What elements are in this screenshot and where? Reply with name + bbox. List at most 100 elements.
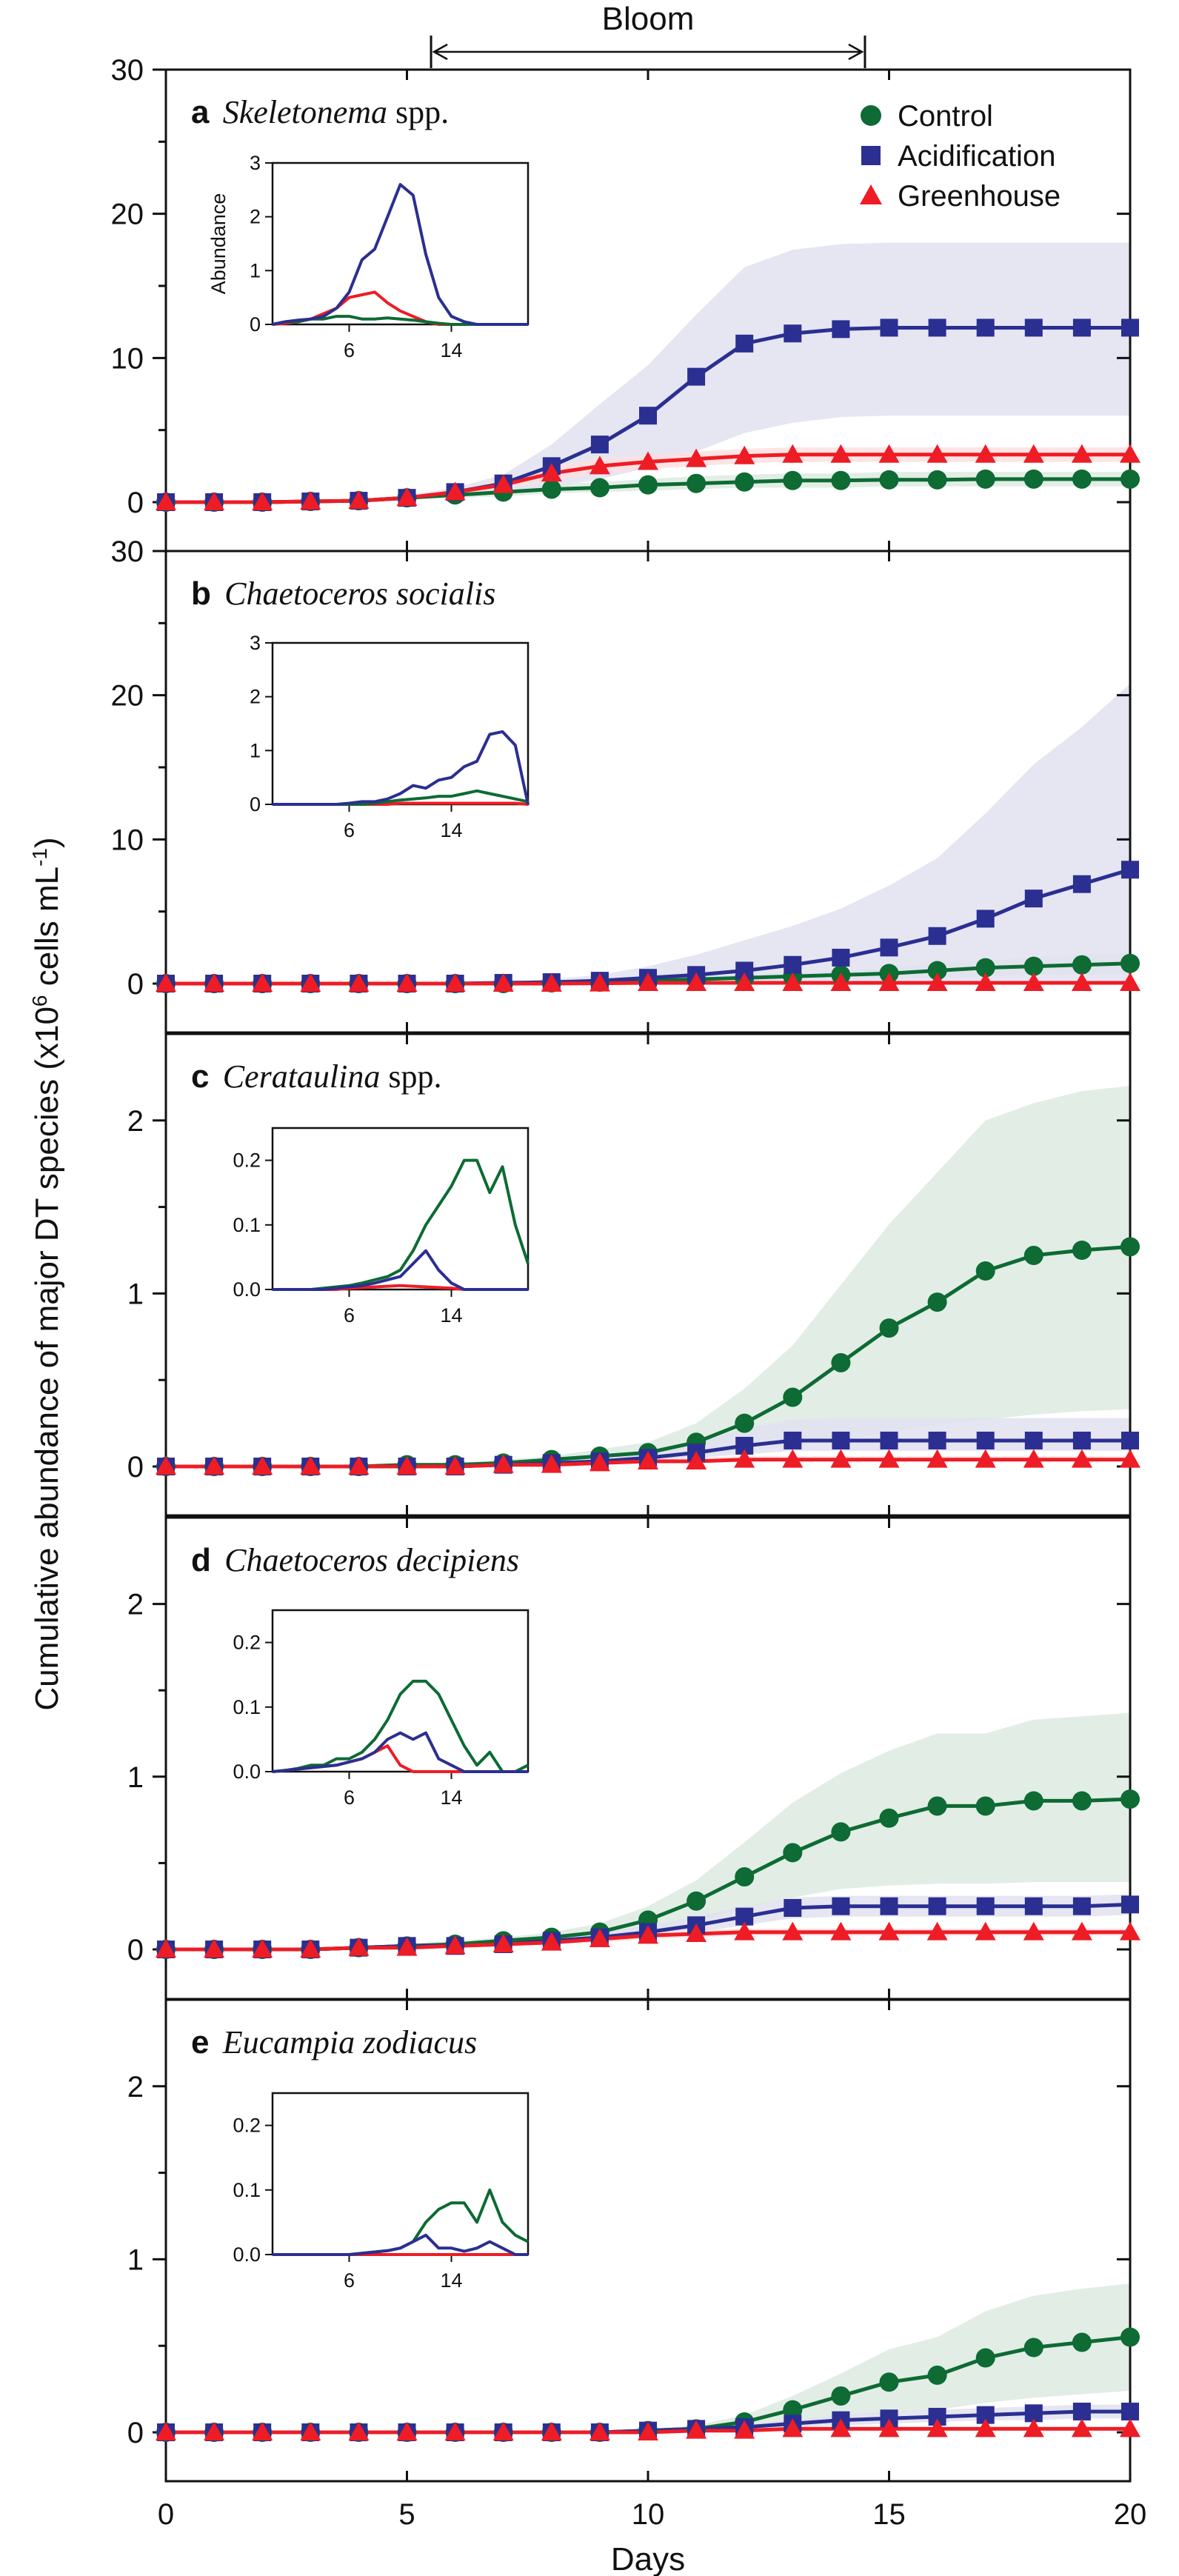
point-greenhouse-b bbox=[638, 972, 658, 992]
point-greenhouse-d bbox=[830, 1921, 852, 1941]
point-greenhouse-b bbox=[1071, 972, 1092, 992]
point-control-d bbox=[735, 1867, 755, 1887]
panel-a: 0 10 20 30 a Skeletonema spp. 0 1 2 3 6 14 Abundanc… bbox=[111, 54, 1140, 553]
point-control-c bbox=[975, 1261, 995, 1281]
inset-y-tick-label-b: 2 bbox=[250, 686, 261, 708]
point-greenhouse-a bbox=[541, 463, 562, 482]
point-greenhouse-e bbox=[444, 2422, 466, 2440]
point-acidification-b bbox=[1072, 875, 1091, 893]
inset-y-tick-label-c: 0.2 bbox=[233, 1149, 261, 1172]
point-greenhouse-e bbox=[686, 2420, 707, 2439]
point-greenhouse-d bbox=[300, 1939, 321, 1958]
point-acidification-a bbox=[784, 324, 802, 343]
y-tick-label-b: 10 bbox=[111, 824, 144, 856]
point-control-e bbox=[1120, 2327, 1140, 2347]
point-greenhouse-d bbox=[252, 1939, 273, 1958]
panel-title-d: d Chaetoceros decipiens bbox=[191, 1542, 519, 1578]
point-greenhouse-a bbox=[1120, 444, 1140, 463]
point-greenhouse-e bbox=[396, 2422, 418, 2440]
point-acidification-d bbox=[1072, 1897, 1091, 1915]
band-control-e bbox=[166, 2283, 1130, 2432]
point-control-b bbox=[927, 961, 947, 981]
y-tick-label-b: 20 bbox=[111, 680, 144, 713]
point-greenhouse-a bbox=[686, 448, 707, 467]
point-control-c bbox=[927, 1292, 947, 1312]
point-greenhouse-c bbox=[975, 1449, 996, 1468]
point-greenhouse-c bbox=[926, 1449, 948, 1468]
point-greenhouse-e bbox=[541, 2422, 562, 2440]
panel-species-a: Skeletonema bbox=[223, 94, 387, 130]
point-greenhouse-b bbox=[492, 973, 514, 992]
panel-b: 0 10 20 30 b Chaetoceros socialis 0 1 2 3 6 14 bbox=[111, 535, 1140, 1034]
point-greenhouse-a bbox=[975, 444, 996, 463]
point-greenhouse-b bbox=[878, 972, 900, 992]
point-greenhouse-d bbox=[734, 1921, 755, 1941]
point-greenhouse-b bbox=[926, 972, 948, 992]
legend-label-acidification: Acidification bbox=[898, 140, 1055, 173]
legend-label-greenhouse: Greenhouse bbox=[898, 180, 1061, 213]
point-acidification-e bbox=[1072, 2402, 1091, 2420]
inset-frame-a bbox=[271, 161, 530, 326]
point-control-c bbox=[1072, 1241, 1092, 1260]
point-control-c bbox=[879, 1318, 899, 1338]
inset-a: 0 1 2 3 6 14 Abundance bbox=[207, 152, 530, 361]
inset-line-control-d bbox=[272, 1679, 529, 1773]
point-greenhouse-a bbox=[204, 492, 225, 510]
panel-letter-d: d bbox=[191, 1542, 220, 1578]
point-greenhouse-b bbox=[156, 973, 176, 992]
point-acidification-b bbox=[880, 938, 898, 957]
point-acidification-d bbox=[880, 1897, 898, 1915]
point-greenhouse-e bbox=[300, 2422, 321, 2440]
band-acidification-b bbox=[166, 684, 1130, 984]
point-greenhouse-b bbox=[734, 972, 755, 992]
y-tick-label-d: 1 bbox=[127, 1761, 144, 1794]
y-axis-title-end: ) bbox=[29, 837, 65, 848]
y-tick-label-d: 0 bbox=[127, 1934, 144, 1966]
point-control-c bbox=[1120, 1237, 1140, 1257]
point-control-c bbox=[831, 1352, 851, 1372]
point-greenhouse-a bbox=[1071, 444, 1092, 463]
y-axis-title-main: Cumulative abundance of major DT species… bbox=[29, 1007, 65, 1711]
panel-letter-b: b bbox=[191, 575, 220, 612]
x-tick-label: 5 bbox=[398, 2498, 415, 2531]
point-greenhouse-d bbox=[589, 1929, 610, 1948]
point-greenhouse-a bbox=[444, 481, 466, 501]
point-greenhouse-c bbox=[204, 1456, 225, 1475]
point-greenhouse-e bbox=[492, 2422, 514, 2440]
point-acidification-c bbox=[832, 1431, 850, 1449]
legend: Control Acidification Greenhouse bbox=[860, 100, 1061, 213]
point-greenhouse-d bbox=[1023, 1921, 1044, 1941]
point-greenhouse-e bbox=[156, 2422, 176, 2440]
point-greenhouse-a bbox=[926, 444, 948, 463]
point-greenhouse-a bbox=[348, 490, 370, 510]
legend-marker-control bbox=[861, 105, 881, 126]
inset-y-tick-label-a: 1 bbox=[250, 259, 261, 281]
x-axis-title: Days bbox=[611, 2541, 685, 2576]
axis-titles: Days Cumulative abundance of major DT sp… bbox=[28, 837, 686, 2576]
point-greenhouse-e bbox=[1071, 2418, 1092, 2437]
point-greenhouse-a bbox=[156, 492, 176, 510]
point-greenhouse-b bbox=[444, 973, 466, 992]
point-greenhouse-d bbox=[638, 1925, 658, 1944]
point-greenhouse-b bbox=[348, 973, 370, 992]
point-greenhouse-e bbox=[589, 2422, 610, 2440]
point-greenhouse-b bbox=[300, 973, 321, 992]
y-tick-label-a: 20 bbox=[111, 198, 144, 231]
point-greenhouse-c bbox=[686, 1450, 707, 1469]
point-control-e bbox=[831, 2386, 851, 2406]
point-acidification-c bbox=[928, 1431, 946, 1449]
y-tick-label-c: 0 bbox=[127, 1451, 144, 1484]
inset-line-acidification-a bbox=[272, 183, 528, 326]
inset-frame-c bbox=[271, 1127, 530, 1291]
point-acidification-b bbox=[1024, 890, 1043, 908]
point-control-d bbox=[975, 1796, 995, 1816]
point-control-b bbox=[1023, 956, 1043, 976]
point-greenhouse-c bbox=[492, 1454, 514, 1473]
point-greenhouse-e bbox=[252, 2422, 273, 2440]
point-greenhouse-d bbox=[926, 1921, 948, 1941]
point-greenhouse-c bbox=[252, 1456, 273, 1475]
x-tick-label: 10 bbox=[632, 2498, 665, 2531]
point-acidification-a bbox=[1121, 318, 1139, 337]
point-greenhouse-d bbox=[444, 1935, 466, 1955]
